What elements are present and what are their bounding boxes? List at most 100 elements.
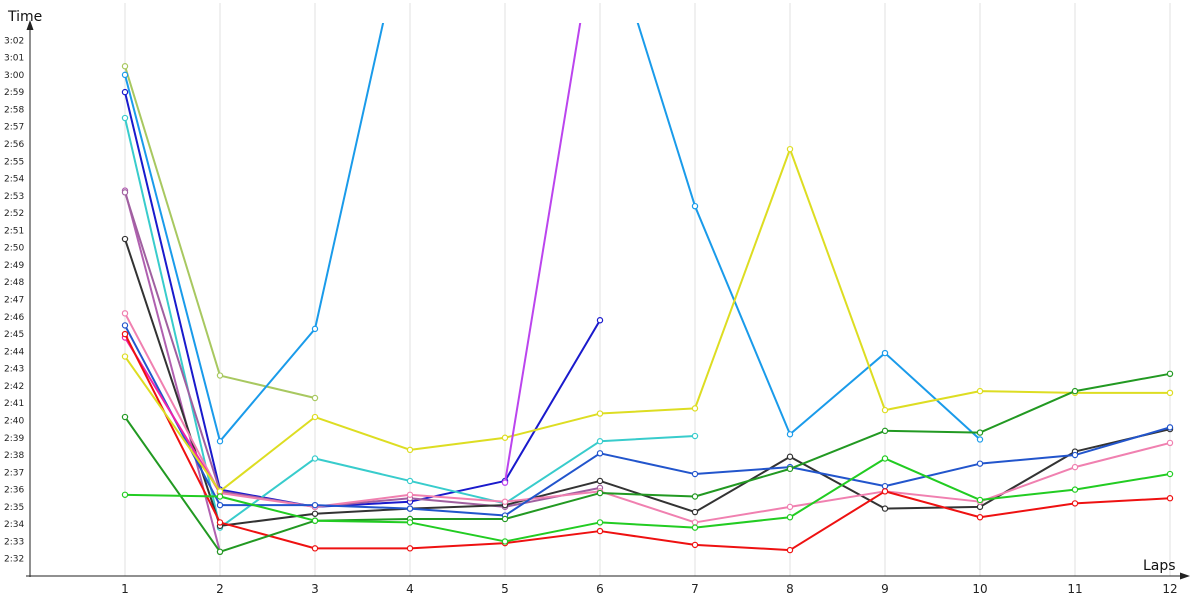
data-point (121, 235, 129, 243)
data-point (691, 524, 699, 531)
vertical-gridlines (124, 3, 1171, 576)
data-point (121, 114, 129, 122)
y-tick-label: 3:00 (4, 71, 24, 81)
data-point (121, 491, 129, 498)
y-tick-label: 2:58 (4, 105, 24, 115)
y-tick-label: 2:51 (4, 226, 24, 236)
data-point (501, 538, 509, 545)
data-point (406, 446, 414, 454)
data-point (596, 438, 604, 445)
data-point (216, 548, 224, 556)
data-point (976, 429, 984, 436)
data-point (121, 330, 129, 338)
data-point (596, 410, 604, 417)
data-point (691, 493, 699, 500)
x-tick-label: 5 (501, 582, 509, 596)
y-tick-label: 2:38 (4, 451, 24, 461)
data-point (121, 413, 129, 421)
y-tick-label: 2:57 (4, 123, 24, 133)
data-point (406, 505, 414, 512)
series-line (121, 370, 1174, 556)
data-point (216, 438, 224, 445)
data-point (121, 322, 129, 329)
data-point (881, 505, 889, 512)
y-axis-arrow (26, 20, 34, 30)
data-point (501, 479, 509, 486)
y-tick-label: 2:42 (4, 382, 24, 392)
data-point (1071, 500, 1079, 507)
series-path (124, 372, 1171, 553)
data-point (216, 372, 224, 379)
data-point (596, 519, 604, 526)
data-point (786, 465, 794, 473)
data-point (1071, 387, 1079, 395)
data-point (786, 514, 794, 521)
y-tick-label: 2:55 (4, 157, 24, 167)
y-tick-label: 2:48 (4, 278, 24, 288)
data-point (596, 527, 604, 535)
data-point (1166, 470, 1174, 478)
x-tick-label: 1 (121, 582, 129, 596)
y-tick-label: 2:34 (4, 520, 24, 530)
data-point (406, 519, 414, 526)
series-line (121, 322, 1174, 519)
data-point (121, 63, 129, 70)
data-point (881, 349, 889, 357)
data-point (216, 488, 224, 495)
data-point (501, 498, 509, 505)
data-point (216, 519, 224, 526)
y-tick-label: 2:53 (4, 192, 24, 202)
y-tick-labels: 2:32 2:33 2:34 2:35 2:36 2:37 2:38 2:39 2:40 2:41… (4, 36, 24, 564)
data-point (881, 488, 889, 495)
x-tick-label: 11 (1067, 582, 1082, 596)
data-point (1166, 389, 1174, 397)
axes: Time Laps (7, 9, 1190, 580)
series-line (121, 455, 1174, 545)
data-point (1166, 495, 1174, 502)
data-point (976, 514, 984, 521)
data-point (311, 394, 319, 402)
y-tick-label: 2:46 (4, 313, 24, 323)
x-tick-label: 2 (216, 582, 224, 596)
y-tick-label: 2:45 (4, 330, 24, 340)
y-tick-label: 2:32 (4, 555, 24, 565)
series-path (124, 23, 385, 443)
data-point (786, 145, 794, 153)
x-tick-label: 8 (786, 582, 794, 596)
series-line (121, 330, 1174, 554)
data-point (786, 503, 794, 511)
series-path (124, 457, 1171, 543)
data-point (691, 405, 699, 412)
data-point (406, 491, 414, 498)
data-point (691, 202, 699, 210)
series-path (124, 192, 601, 508)
x-tick-label: 9 (881, 582, 889, 596)
data-point (121, 88, 129, 96)
y-tick-label: 2:56 (4, 140, 24, 150)
series-line (121, 189, 604, 511)
data-point (786, 453, 794, 460)
data-point (691, 519, 699, 526)
data-point (596, 317, 604, 324)
y-tick-label: 2:35 (4, 503, 24, 513)
y-tick-label: 2:44 (4, 347, 24, 357)
data-point (976, 460, 984, 467)
y-tick-label: 2:49 (4, 261, 24, 271)
data-point (691, 541, 699, 549)
data-point (976, 496, 984, 504)
x-tick-labels: 1 2 3 4 5 6 7 8 9 10 11 12 (121, 582, 1177, 596)
data-point (1166, 370, 1174, 378)
x-tick-label: 7 (691, 582, 699, 596)
y-tick-label: 2:36 (4, 486, 24, 496)
y-tick-label: 2:37 (4, 468, 24, 478)
y-tick-label: 2:39 (4, 434, 24, 444)
data-point (501, 434, 509, 441)
series-path (124, 148, 1170, 493)
data-point (1071, 463, 1079, 471)
data-point (311, 545, 319, 552)
series-path (124, 91, 601, 508)
data-point (596, 450, 604, 457)
data-point (881, 455, 889, 462)
data-point (121, 189, 129, 196)
